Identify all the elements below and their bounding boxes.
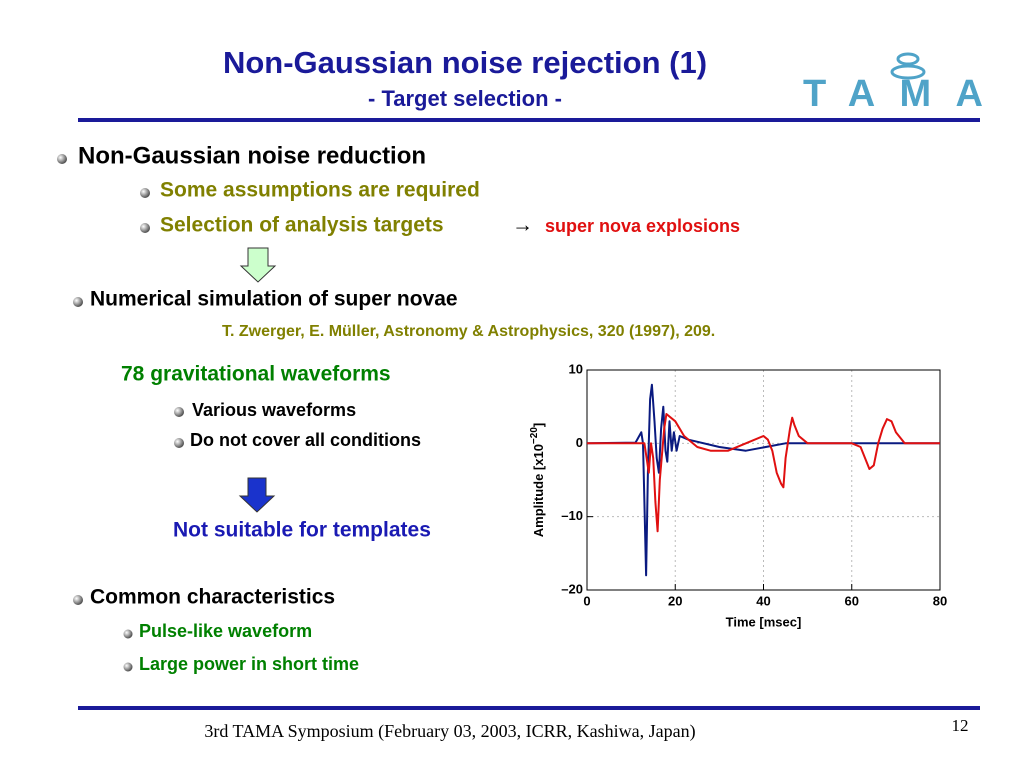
y-axis-label: Amplitude [x10−20] [529, 423, 547, 538]
x-tick-label: 40 [756, 593, 770, 608]
conclusion: Not suitable for templates [173, 519, 431, 542]
series-line [586, 383, 940, 577]
bullet-text: Various waveforms [192, 400, 356, 420]
y-axis-label-exponent: −20 [529, 427, 540, 444]
y-axis-label-end: ] [531, 423, 546, 427]
arrow-symbol: → [512, 214, 533, 237]
bullet-text: Some assumptions are required [160, 179, 480, 202]
x-tick-label: 80 [933, 593, 947, 608]
x-tick-label: 0 [583, 593, 590, 608]
down-arrow [238, 477, 276, 513]
y-tick-label: –20 [561, 581, 583, 596]
y-tick-label: 10 [569, 361, 583, 376]
target-text: super nova explosions [545, 216, 740, 236]
subtitle: - Target selection - [368, 86, 562, 111]
y-tick-label: –10 [561, 508, 583, 523]
title: Non-Gaussian noise rejection (1) [223, 45, 707, 80]
bullet-text: Numerical simulation of super novae [90, 288, 458, 311]
bottom-rule [78, 706, 980, 710]
plot-frame [586, 369, 941, 591]
bullet-text: Large power in short time [139, 654, 359, 674]
x-tick-label: 20 [668, 593, 682, 608]
page-number: 12 [952, 716, 969, 735]
reference: T. Zwerger, E. Müller, Astronomy & Astro… [222, 323, 715, 340]
y-tick-label: 0 [576, 435, 583, 450]
top-rule [78, 118, 980, 122]
footer: 3rd TAMA Symposium (February 03, 2003, I… [204, 721, 695, 742]
x-axis-label: Time [msec] [726, 614, 802, 629]
logo: TAMA [803, 52, 983, 115]
bullets [57, 154, 184, 672]
bullet-text: Non-Gaussian noise reduction [78, 142, 426, 169]
bullet-text: Do not cover all conditions [190, 430, 421, 450]
bullet-text: Selection of analysis targets [160, 214, 444, 237]
bullet-text: Pulse-like waveform [139, 621, 312, 641]
x-tick-label: 60 [845, 593, 859, 608]
y-axis-label-text: Amplitude [x10 [531, 444, 546, 537]
heading: 78 gravitational waveforms [121, 363, 391, 386]
chart: –20 –10 0 10 0 20 40 60 80 Time [msec] Amplitude [… [529, 361, 948, 629]
bullet-text: Common characteristics [90, 586, 335, 609]
series-line [587, 413, 940, 533]
logo-text: TAMA [803, 73, 983, 115]
down-arrow [239, 247, 277, 283]
